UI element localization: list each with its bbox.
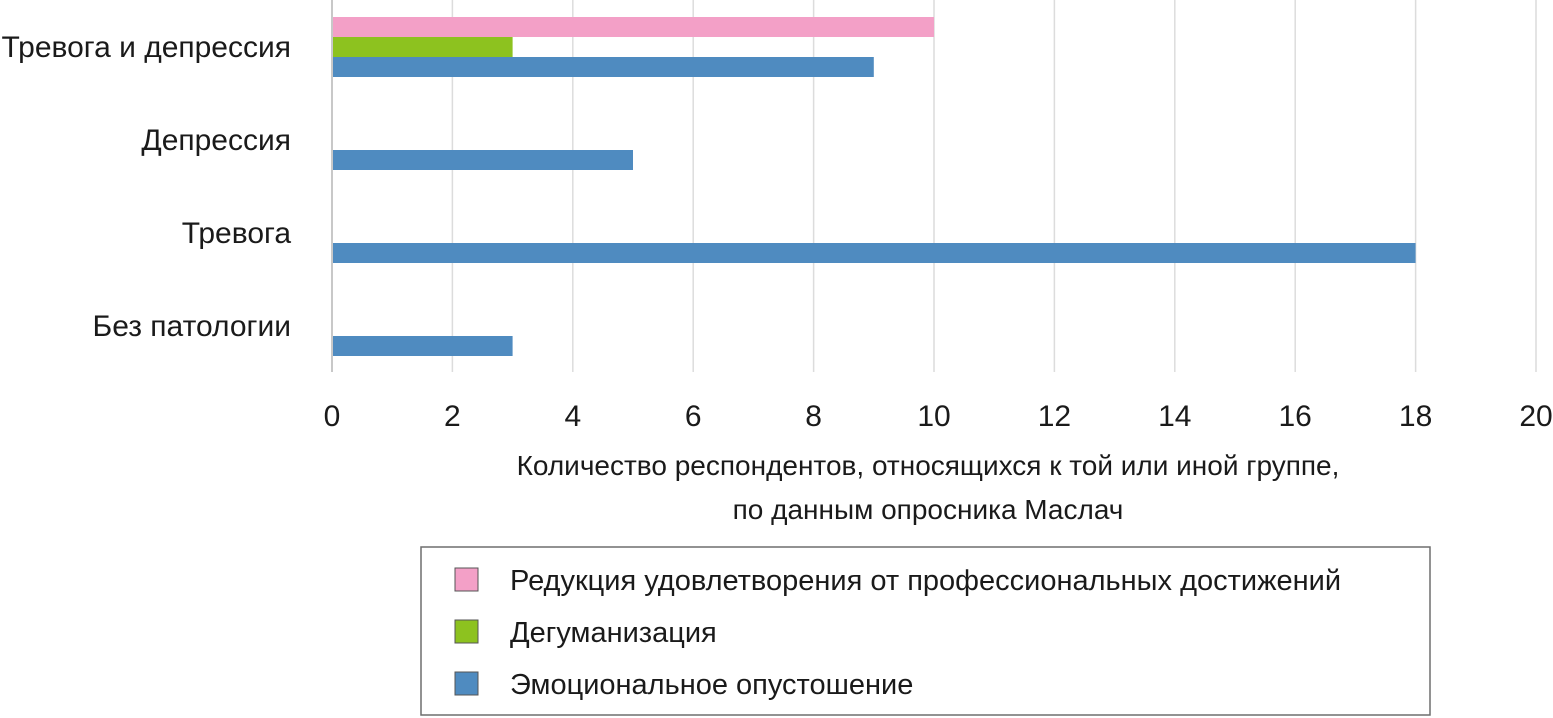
x-tick-label: 12 <box>1038 400 1071 433</box>
legend-swatch <box>454 671 479 696</box>
x-tick-labels: 0 2 4 6 8 10 12 14 16 18 20 <box>324 400 1553 433</box>
x-tick-label: 10 <box>917 400 950 433</box>
category-labels: Тревога и депрессия Депрессия Тревога Без п… <box>2 31 292 343</box>
bar <box>332 150 633 170</box>
category-label: Без патологии <box>93 310 292 343</box>
legend: Редукция удовлетворения от профессиональ… <box>420 546 1431 716</box>
category-label: Тревога и депрессия <box>2 31 292 64</box>
category-label: Тревога <box>182 217 292 250</box>
bars <box>332 17 1416 356</box>
x-tick-label: 18 <box>1399 400 1432 433</box>
legend-label: Эмоциональное опустошение <box>510 669 913 701</box>
x-tick-label: 0 <box>324 400 341 433</box>
bar <box>332 17 934 37</box>
bar <box>332 37 513 57</box>
legend-label: Дегуманизация <box>510 617 717 649</box>
bar <box>332 336 513 356</box>
x-tick-label: 16 <box>1279 400 1312 433</box>
x-tick-label: 2 <box>444 400 461 433</box>
x-axis-title-line-2: по данным опросника Маслач <box>733 494 1124 525</box>
category-label: Депрессия <box>141 124 291 157</box>
gridlines <box>451 0 1537 372</box>
x-tick-label: 4 <box>564 400 581 433</box>
x-tick-label: 20 <box>1519 400 1552 433</box>
x-tick-label: 14 <box>1158 400 1191 433</box>
legend-swatch <box>454 567 479 592</box>
bar <box>332 243 1416 263</box>
bar <box>332 57 874 77</box>
legend-label: Редукция удовлетворения от профессиональ… <box>510 565 1341 597</box>
legend-frame <box>420 546 1431 716</box>
x-axis-title-line-1: Количество респондентов, относящихся к т… <box>517 450 1340 481</box>
x-tick-label: 8 <box>805 400 822 433</box>
legend-swatch <box>454 619 479 644</box>
x-tick-label: 6 <box>685 400 702 433</box>
